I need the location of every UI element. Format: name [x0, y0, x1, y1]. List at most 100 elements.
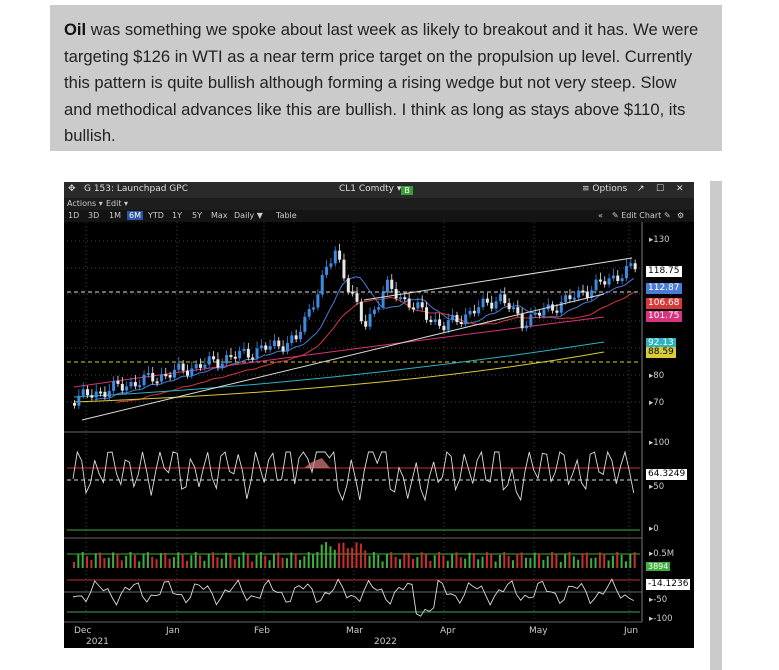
volume-bar	[364, 550, 367, 568]
maximize-icon[interactable]: ☐	[656, 184, 665, 194]
volume-bar	[468, 552, 471, 568]
volume-bar	[242, 552, 245, 568]
period-toolbar: 1D 3D 1M 6M YTD 1Y 5Y Max Daily ▼ Table …	[64, 210, 694, 222]
period-max[interactable]: Max	[211, 211, 228, 220]
volume-bar	[611, 555, 614, 568]
candle-body	[564, 295, 568, 302]
actions-toolbar: Actions ▾ Edit ▾	[64, 198, 694, 210]
candle-body	[442, 325, 446, 331]
volume-bar	[381, 561, 384, 568]
volume-bar	[359, 543, 362, 568]
candle-body	[133, 381, 137, 387]
candle-body	[385, 279, 389, 293]
volume-bar	[433, 555, 436, 568]
candle-body	[212, 356, 216, 360]
volume-bar	[138, 561, 141, 568]
x-label-dec: Dec	[74, 626, 92, 636]
volume-bar	[368, 555, 371, 568]
wedge-lower-line	[81, 293, 605, 421]
candle-body	[464, 314, 468, 324]
candle-body	[381, 292, 385, 308]
candle-body	[203, 364, 207, 368]
candle-body	[272, 340, 276, 347]
volume-bar	[346, 548, 349, 568]
price-tag-last: 118.75	[646, 266, 682, 277]
edit-chart-label: Edit Chart	[621, 211, 662, 220]
edit-menu[interactable]: Edit ▾	[106, 199, 129, 208]
x-label-jun: Jun	[624, 626, 639, 636]
candle-body	[359, 301, 363, 322]
candle-body	[316, 294, 320, 308]
candle-body	[585, 292, 589, 298]
volume-bar	[390, 552, 393, 568]
pencil-icon[interactable]: ✎	[664, 211, 671, 220]
osc-tick-100: ▸-100	[649, 614, 673, 624]
close-icon[interactable]: ✕	[676, 184, 684, 194]
price-tag-ma-blue: 112.87	[646, 283, 682, 294]
price-tag-ma-red: 106.68	[646, 298, 682, 309]
period-1d[interactable]: 1D	[68, 211, 80, 220]
candle-body	[290, 335, 294, 344]
volume-bar	[542, 559, 545, 568]
candle-body	[146, 372, 150, 375]
candle-body	[394, 288, 398, 299]
candle-body	[90, 395, 94, 398]
candle-body	[420, 302, 424, 308]
candle-body	[468, 310, 472, 315]
candle-body	[377, 307, 381, 310]
popout-icon[interactable]: ↗	[637, 184, 645, 194]
volume-bar	[607, 560, 610, 568]
volume-bar	[572, 556, 575, 568]
gear-icon[interactable]: ⚙	[677, 211, 685, 220]
oscillator-value-tag: -14.1236	[646, 579, 691, 590]
candle-body	[429, 319, 433, 323]
period-ytd[interactable]: YTD	[148, 211, 164, 220]
candle-body	[455, 314, 459, 322]
volume-bar	[451, 553, 454, 568]
table-button[interactable]: Table	[276, 211, 297, 220]
move-icon[interactable]: ✥	[68, 184, 76, 194]
candle-body	[594, 279, 598, 291]
volume-bar	[472, 553, 475, 568]
oscillator-panel	[67, 578, 640, 617]
volume-bar	[407, 552, 410, 568]
candle-body	[312, 307, 316, 310]
volume-bar	[551, 552, 554, 568]
volume-bar	[355, 542, 358, 568]
candle-body	[438, 319, 442, 326]
period-3d[interactable]: 3D	[88, 211, 100, 220]
period-1y[interactable]: 1Y	[172, 211, 182, 220]
candle-body	[116, 380, 120, 384]
ticker-selector[interactable]: CL1 Comdty ▾ B	[339, 184, 413, 195]
candle-body	[433, 319, 437, 323]
price-tag-ma-cyan: 92.13	[646, 338, 676, 349]
volume-bar	[155, 559, 158, 568]
period-5y[interactable]: 5Y	[192, 211, 202, 220]
volume-bar	[255, 554, 258, 568]
edit-chart-button[interactable]: ✎ Edit Chart	[612, 211, 662, 220]
candle-body	[568, 295, 572, 300]
volume-bar	[81, 552, 84, 568]
candle-body	[346, 278, 350, 292]
interval-dropdown[interactable]: Daily ▼	[234, 211, 263, 220]
candle-body	[372, 309, 376, 315]
options-menu[interactable]: ≡ Options	[582, 184, 628, 194]
collapse-icon[interactable]: «	[598, 211, 603, 220]
volume-bar	[272, 553, 275, 568]
volume-bar	[516, 553, 519, 568]
actions-menu[interactable]: Actions ▾	[67, 199, 103, 208]
period-1m[interactable]: 1M	[109, 211, 121, 220]
candle-body	[516, 307, 520, 314]
period-6m[interactable]: 6M	[127, 211, 143, 220]
wedge-upper-line	[363, 257, 633, 301]
volume-bar	[116, 553, 119, 568]
candle-body	[233, 356, 237, 359]
candle-body	[73, 403, 76, 406]
volume-bar	[603, 553, 606, 568]
candle-body	[507, 303, 511, 310]
volume-bar	[90, 559, 93, 568]
price-candles	[73, 243, 637, 409]
candle-body	[485, 298, 489, 303]
candle-body	[403, 297, 407, 300]
candle-body	[451, 314, 455, 321]
